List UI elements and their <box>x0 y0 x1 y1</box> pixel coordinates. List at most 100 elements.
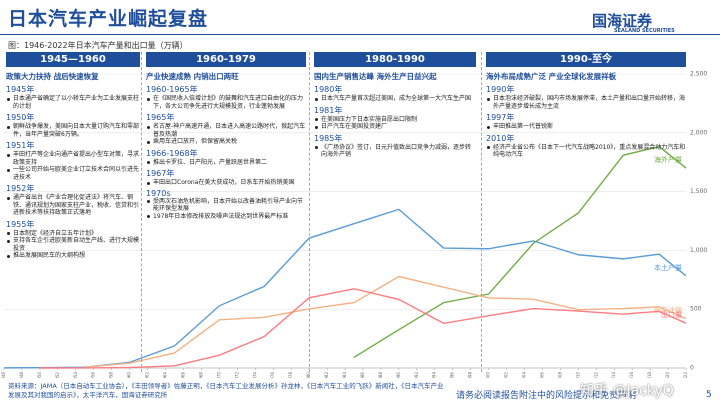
x-tick-label: 2018 <box>647 372 652 383</box>
event-year: 2010年 <box>486 133 515 143</box>
logo-en: SEALAND SECURITIES <box>614 28 675 34</box>
event-year: 1981年 <box>314 105 343 115</box>
event-year: 1945年 <box>6 85 35 94</box>
era-theme: 海外布局成熟广泛 产业全球化发展祥板 <box>486 72 617 81</box>
event-year: 1990年 <box>486 85 515 94</box>
event-item: 名古屋-神户高速开通，日本进入高速公路时代，掀起汽车普及热潮 <box>146 123 306 138</box>
event-year: 1967年 <box>146 169 175 178</box>
event-item: 通产省出台《产业合理化促进法》将汽车、钢铁、通讯规划为国家支柱产业，税收、信贷和… <box>6 194 140 217</box>
x-tick-label: 1966 <box>180 372 185 383</box>
era-column: 1990-至今海外布局成熟广泛 产业全球化发展祥板 1990年 日本泡沫经济破裂，国… <box>486 52 686 159</box>
event-item: 朝鲜战争爆发，美国向日本大量订购汽车和零部件，当年产量突破6万辆。 <box>6 123 140 138</box>
event-item: 1978年日本修改排放及噪声法规达到世界最严标准 <box>146 213 306 221</box>
x-tick-label: 2022 <box>683 372 688 383</box>
era-period: 1945—1960 <box>6 52 140 67</box>
x-tick-label: 1952 <box>55 372 60 383</box>
x-tick-label: 1962 <box>145 372 150 383</box>
event-item: 丰田出口Corona在美大获成功，日系车开始热销美国 <box>146 179 306 187</box>
footer <box>0 378 720 418</box>
event-year: 1960-1965年 <box>146 85 198 94</box>
event-item: 《广场协议》签订，日元升值致出口竞争力减弱，逐步转向海外产销 <box>314 144 476 159</box>
x-tick-label: 2010 <box>575 372 580 383</box>
y-tick-label: 0 <box>690 365 694 372</box>
era-period: 1990-至今 <box>486 52 686 67</box>
subtitle: 图：1946-2022年日本汽车产量和出口量（万辆） <box>8 41 188 50</box>
event-year: 1997年 <box>486 113 515 122</box>
series-label: 新车注销 <box>654 306 682 315</box>
event-item: 日本通产省确定了以小轿车产业为工业发展支柱的计划 <box>6 95 140 110</box>
series-line <box>84 275 687 368</box>
x-tick-label: 2002 <box>504 372 509 383</box>
event-year: 1970s <box>146 188 171 198</box>
era-separator <box>481 52 482 372</box>
event-year: 1952年 <box>6 184 35 193</box>
series-line <box>353 145 687 359</box>
x-tick-label: 1960 <box>127 372 132 383</box>
disclaimer: 请务必阅读报告附注中的风险提示和免责声明 <box>456 391 637 401</box>
y-tick-label: 2,500 <box>690 71 707 78</box>
era-separator <box>141 52 142 372</box>
x-tick-label: 1994 <box>432 372 437 383</box>
event-item: 推出发展国民车的大纲构想 <box>6 252 140 260</box>
x-tick-label: 2006 <box>539 372 544 383</box>
series-label: 本土产量 <box>654 263 682 272</box>
page-number: 5 <box>706 390 712 400</box>
event-item: 经济产业省公布《日本下一代汽车战略2010》，重点发展混合动力汽车和纯电动汽车 <box>486 144 686 159</box>
x-tick-label: 1988 <box>378 372 383 383</box>
x-tick-label: 1996 <box>450 372 455 383</box>
x-tick-label: 2012 <box>593 372 598 383</box>
event-year: 1950年 <box>6 113 35 122</box>
y-tick-label: 500 <box>690 306 702 313</box>
x-tick-label: 1958 <box>109 372 114 383</box>
x-tick-label: 1980 <box>306 372 311 383</box>
event-item: 日本制定《经济自立五年计划》 <box>6 230 140 238</box>
event-year: 1985年 <box>314 133 343 143</box>
y-tick-label: 1,500 <box>690 188 707 195</box>
event-year: 1965年 <box>146 113 175 122</box>
x-tick-label: 1976 <box>270 372 275 383</box>
x-tick-label: 1998 <box>468 372 473 383</box>
watermark: 知乎 @JackyQ <box>580 383 674 399</box>
header-rule <box>0 34 720 35</box>
event-year: 1955年 <box>6 219 35 229</box>
y-tick-label: 1,000 <box>690 247 707 254</box>
x-tick-label: 2016 <box>629 372 634 383</box>
era-theme: 产业快速成熟 内销出口两旺 <box>146 72 239 81</box>
logo: 国海证券 <box>592 12 653 30</box>
event-item: 乘用车进口放开，但保留高关税 <box>146 138 306 146</box>
era-period: 1960-1979 <box>146 52 306 67</box>
x-tick-label: 1992 <box>414 372 419 383</box>
event-item: 在美国压力下日本实施自愿出口限制 <box>314 116 476 124</box>
x-tick-label: 1974 <box>252 372 257 383</box>
series-label: 出口量 <box>661 310 682 319</box>
x-tick-label: 1982 <box>324 372 329 383</box>
era-column: 1945—1960 政策大力扶持 战后快速恢复 1945年 日本通产省确定了以小轿车产… <box>6 52 140 260</box>
x-tick-label: 2020 <box>665 372 670 383</box>
x-tick-label: 2000 <box>486 372 491 383</box>
x-tick-label: 1954 <box>73 372 78 383</box>
event-item: 受两次石油危机影响，日本开始以改善油耗引导产业向节能环保型发展 <box>146 198 306 213</box>
x-tick-label: 1972 <box>234 372 239 383</box>
event-item: 在《国民收入倍增计划》的鼓舞和汽车进口自由化的压力下，各大公司争先进行大规模投资… <box>146 95 306 110</box>
source: 资料来源：JAMA（日本自动车工业协会），《丰田领导者》佐藤正明，《日本汽车工业… <box>8 382 444 399</box>
x-tick-label: 2008 <box>557 372 562 383</box>
x-tick-label: 1970 <box>216 372 221 383</box>
era-theme: 政策大力扶持 战后快速恢复 <box>6 72 99 81</box>
x-tick-label: 1946 <box>1 372 6 383</box>
event-item: 日产汽车在美国投资建厂 <box>314 123 476 131</box>
era-period: 1980-1990 <box>314 52 476 67</box>
era-column: 1960-1979 产业快速成熟 内销出口两旺 1960-1965年 在《国民收入倍增… <box>146 52 306 220</box>
x-tick-label: 2004 <box>521 372 526 383</box>
era-column: 1980-1990 国内生产销售达峰 海外生产日益兴起 1980年 日本汽车产量首次超… <box>314 52 476 159</box>
x-tick-label: 1948 <box>19 372 24 383</box>
x-tick-label: 1978 <box>288 372 293 383</box>
y-tick-label: 2,000 <box>690 129 707 136</box>
event-item: 日本泡沫经济破裂，国内市场发展停滞，本土产量和出口量开始转移，海外产量逐步增长成… <box>486 95 686 110</box>
era-separator <box>309 52 310 372</box>
x-tick-label: 1956 <box>91 372 96 383</box>
series-label: 海外产量 <box>654 155 682 164</box>
title: 日本汽车产业崛起复盘 <box>8 8 209 30</box>
x-tick-label: 1984 <box>342 372 347 383</box>
